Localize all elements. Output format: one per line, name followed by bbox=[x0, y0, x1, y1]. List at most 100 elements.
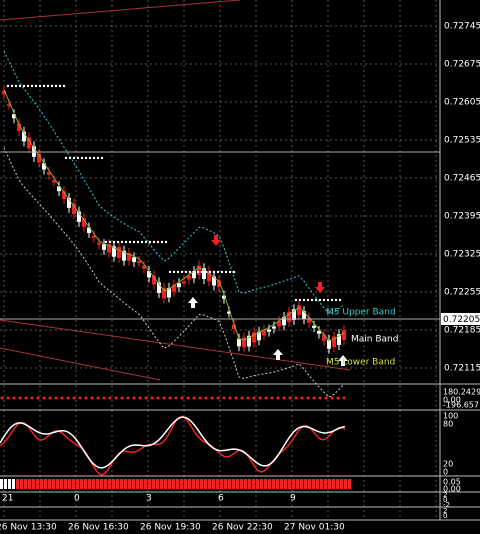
upper-band bbox=[3, 51, 345, 315]
hist-bar bbox=[276, 479, 279, 489]
hist-bar bbox=[28, 479, 31, 489]
candle-body bbox=[217, 280, 221, 288]
hist-bar bbox=[68, 479, 71, 489]
signal-dot bbox=[162, 396, 166, 400]
level-dot bbox=[84, 156, 88, 160]
level-dot bbox=[116, 240, 120, 244]
buy-arrow bbox=[338, 355, 348, 366]
time-label: 26 Nov 19:30 bbox=[140, 523, 201, 533]
candle-body bbox=[162, 287, 166, 299]
candle-body bbox=[242, 337, 246, 348]
candle-body bbox=[182, 281, 186, 284]
level-dot bbox=[164, 240, 168, 244]
signal-dot bbox=[30, 396, 34, 400]
candle-body bbox=[97, 242, 101, 245]
level-dot bbox=[326, 298, 330, 302]
indicator-label: -196.657 bbox=[443, 401, 479, 410]
hist-bar bbox=[4, 479, 7, 489]
hist-bar bbox=[332, 479, 335, 489]
signal-dot bbox=[180, 396, 184, 400]
candle-body bbox=[107, 244, 111, 253]
signal-dot bbox=[42, 396, 46, 400]
candle-body bbox=[237, 338, 241, 347]
hist-bar bbox=[296, 479, 299, 489]
hist-bar bbox=[204, 479, 207, 489]
level-dot bbox=[22, 84, 26, 88]
signal-dot bbox=[6, 396, 10, 400]
level-dot bbox=[152, 240, 156, 244]
hist-bar bbox=[104, 479, 107, 489]
signal-dot bbox=[24, 396, 28, 400]
hist-bar bbox=[12, 479, 15, 489]
price-label: 0.72465 bbox=[444, 174, 480, 184]
candle-body bbox=[7, 104, 11, 107]
candle-body bbox=[52, 180, 56, 183]
signal-dot bbox=[150, 396, 154, 400]
price-label: 0.72745 bbox=[444, 22, 480, 32]
signal-dot bbox=[168, 396, 172, 400]
hist-bar bbox=[220, 479, 223, 489]
candle-body bbox=[112, 246, 116, 257]
level-dot bbox=[192, 270, 196, 274]
signal-dot bbox=[120, 396, 124, 400]
price-label: 0.72185 bbox=[444, 326, 480, 336]
band-label: M5 Upper Band bbox=[326, 308, 396, 318]
hist-bar bbox=[8, 479, 11, 489]
candle-body bbox=[92, 235, 96, 238]
hist-bar bbox=[244, 479, 247, 489]
candle-body bbox=[267, 329, 271, 332]
candle-body bbox=[57, 186, 61, 192]
level-dot bbox=[62, 84, 66, 88]
stoch-label: 0 bbox=[443, 468, 448, 477]
price-label: 0.72325 bbox=[444, 250, 480, 260]
hist-bar bbox=[56, 479, 59, 489]
count-label: 6 bbox=[218, 494, 224, 504]
candle-body bbox=[117, 247, 121, 258]
hist-bar bbox=[116, 479, 119, 489]
signal-dot bbox=[54, 396, 58, 400]
level-dot bbox=[132, 240, 136, 244]
candle-body bbox=[142, 265, 146, 269]
current-price-box bbox=[441, 313, 480, 325]
hist-bar bbox=[76, 479, 79, 489]
level-dot bbox=[108, 240, 112, 244]
candle-body bbox=[42, 163, 46, 170]
level-dot bbox=[188, 270, 192, 274]
candle-body bbox=[312, 325, 316, 328]
main-band bbox=[3, 89, 345, 342]
signal-dot bbox=[84, 396, 88, 400]
hist-bar bbox=[208, 479, 211, 489]
level-dot bbox=[34, 84, 38, 88]
hist-bar bbox=[284, 479, 287, 489]
signal-dot bbox=[186, 396, 190, 400]
buy-arrow bbox=[273, 349, 283, 360]
count-label: 3 bbox=[146, 494, 152, 504]
hist-bar bbox=[148, 479, 151, 489]
level-dot bbox=[18, 84, 22, 88]
indicator-label: 0.05 bbox=[443, 478, 461, 487]
candle-body bbox=[272, 326, 276, 329]
hist-bar bbox=[348, 479, 351, 489]
candle-body bbox=[62, 191, 66, 200]
candle-body bbox=[262, 329, 266, 336]
hist-bar bbox=[188, 479, 191, 489]
signal-dot bbox=[246, 396, 250, 400]
signal-dot bbox=[108, 396, 112, 400]
signal-dot bbox=[144, 396, 148, 400]
hist-bar bbox=[32, 479, 35, 489]
candle-body bbox=[47, 171, 51, 175]
hist-bar bbox=[336, 479, 339, 489]
hist-bar bbox=[36, 479, 39, 489]
signal-dot bbox=[252, 396, 256, 400]
hist-bar bbox=[232, 479, 235, 489]
hist-bar bbox=[312, 479, 315, 489]
candle-body bbox=[317, 330, 321, 334]
hist-bar bbox=[0, 479, 3, 489]
level-dot bbox=[30, 84, 34, 88]
level-dot bbox=[228, 270, 232, 274]
hist-bar bbox=[268, 479, 271, 489]
buy-arrow bbox=[188, 297, 198, 308]
hist-bar bbox=[252, 479, 255, 489]
indicator-label: 0 bbox=[443, 496, 447, 504]
level-dot bbox=[200, 270, 204, 274]
